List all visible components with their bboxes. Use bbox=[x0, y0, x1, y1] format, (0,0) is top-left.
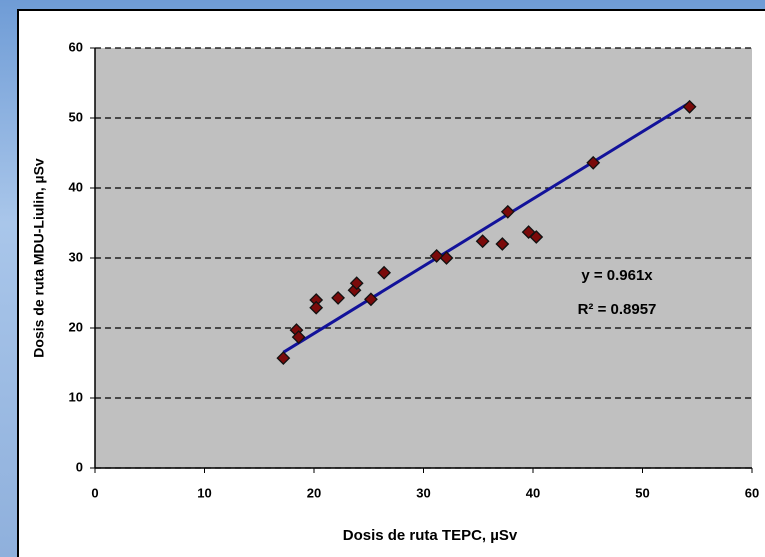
y-tick-label: 0 bbox=[76, 459, 83, 474]
x-tick-label: 10 bbox=[197, 485, 211, 500]
x-tick-label: 20 bbox=[307, 485, 321, 500]
y-axis-label: Dosis de ruta MDU-Liulin, µSv bbox=[31, 158, 47, 358]
data-point bbox=[291, 330, 306, 345]
data-point bbox=[429, 248, 444, 263]
trendline bbox=[282, 101, 691, 354]
y-tick-label: 30 bbox=[69, 249, 83, 264]
y-tick-label: 20 bbox=[69, 319, 83, 334]
x-tick-label: 40 bbox=[526, 485, 540, 500]
y-tick-label: 10 bbox=[69, 389, 83, 404]
x-tick-label: 30 bbox=[416, 485, 430, 500]
data-point bbox=[439, 251, 454, 265]
data-point bbox=[276, 351, 291, 366]
data-point bbox=[529, 230, 544, 244]
data-point bbox=[309, 300, 324, 315]
data-point bbox=[682, 99, 697, 114]
x-axis-label: Dosis de ruta TEPC, µSv bbox=[343, 527, 518, 544]
data-point bbox=[495, 237, 510, 251]
data-point bbox=[349, 276, 364, 291]
data-point bbox=[377, 265, 391, 280]
data-point bbox=[364, 292, 378, 307]
data-point bbox=[586, 155, 601, 170]
data-point bbox=[331, 290, 346, 305]
x-tick-label: 60 bbox=[745, 485, 759, 500]
x-tick-label: 50 bbox=[635, 485, 649, 500]
y-tick-label: 60 bbox=[69, 39, 83, 54]
data-point bbox=[475, 234, 490, 249]
y-tick-label: 50 bbox=[69, 109, 83, 124]
data-point bbox=[500, 204, 515, 219]
plot-area bbox=[95, 48, 752, 468]
x-tick-label: 0 bbox=[91, 485, 98, 500]
trendline-equation: y = 0.961x bbox=[581, 267, 653, 284]
trendline-r-squared: R² = 0.8957 bbox=[578, 301, 657, 318]
y-tick-label: 40 bbox=[69, 179, 83, 194]
